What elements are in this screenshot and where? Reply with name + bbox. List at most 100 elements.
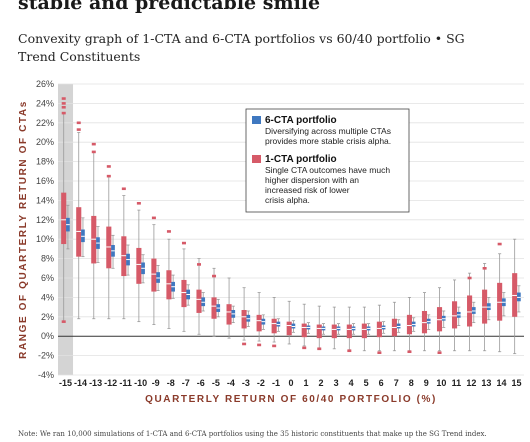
x-tick-label: -1: [272, 378, 280, 388]
box: [256, 314, 262, 332]
outlier-point: [61, 105, 66, 109]
box-6cta: [66, 204, 70, 250]
x-tick-label: -2: [257, 378, 265, 388]
box-6cta: [306, 322, 311, 334]
x-tick-label: -10: [134, 378, 147, 388]
box: [226, 304, 232, 325]
box-6cta: [126, 244, 130, 276]
box-1cta: [256, 292, 262, 342]
box-6cta: [411, 317, 416, 332]
box-1cta: [346, 306, 352, 351]
legend-swatch: [252, 155, 261, 163]
y-tick-label: 26%: [36, 79, 54, 89]
box: [271, 318, 277, 334]
legend-swatch: [252, 116, 261, 124]
legend-box: [245, 108, 410, 213]
outlier-point: [212, 274, 217, 278]
box-6cta: [81, 217, 85, 258]
box-1cta: [391, 301, 397, 352]
x-tick-label: 15: [511, 378, 521, 388]
chart-subtitle: Convexity graph of 1-CTA and 6-CTA portf…: [18, 31, 465, 64]
box-6cta: [201, 292, 206, 312]
box: [286, 321, 292, 336]
outlier-point: [467, 276, 472, 280]
box: [196, 289, 202, 313]
outlier-point: [497, 242, 502, 246]
box: [61, 192, 67, 245]
x-tick-label: 3: [334, 378, 339, 388]
y-tick-label: 8%: [41, 254, 54, 264]
box-1cta: [151, 224, 157, 325]
box-1cta: [121, 195, 127, 320]
y-tick-label: 2%: [41, 312, 54, 322]
outlier-point: [76, 121, 81, 125]
legend-item-name: 6-CTA portfolio: [265, 115, 337, 126]
x-tick-label: 14: [496, 378, 506, 388]
x-tick-label: 4: [349, 378, 354, 388]
box-6cta: [186, 284, 191, 306]
footnote: Note: We ran 10,000 simulations of 1-CTA…: [18, 430, 487, 438]
legend-item-description: increased risk of lower: [265, 185, 350, 195]
outlier-point: [317, 347, 322, 351]
outlier-point: [61, 102, 66, 105]
box-6cta: [156, 264, 160, 292]
x-tick-label: 12: [466, 378, 476, 388]
outlier-point: [166, 230, 171, 233]
box-1cta: [451, 279, 458, 352]
box-1cta: [91, 151, 97, 320]
box-6cta: [111, 234, 115, 269]
y-axis-title: RANGE OF QUARTERLY RETURN OF CTAs: [18, 100, 29, 359]
box: [211, 297, 217, 319]
box-6cta: [486, 296, 491, 321]
legend-item-description: Single CTA outcomes have much: [265, 165, 390, 175]
box-6cta: [276, 318, 281, 332]
box-6cta: [471, 301, 476, 324]
box-1cta: [226, 277, 232, 339]
y-axis-ticks: -4% -2% 0% 2% 4% 6% 8% 10% 12% 14% 16% 18% 20% 22% 24%…: [36, 79, 54, 380]
box: [301, 323, 307, 338]
x-tick-label: 1: [304, 378, 309, 388]
outlier-point: [257, 343, 262, 347]
x-tick-label: -9: [152, 378, 160, 388]
outlier-point: [437, 351, 442, 354]
outlier-point: [272, 344, 277, 348]
box-6cta: [502, 292, 506, 317]
x-tick-label: -8: [167, 378, 175, 388]
outlier-point: [197, 263, 202, 266]
chart-title: stable and predictable smile: [18, 0, 321, 14]
box: [181, 279, 187, 308]
box-1cta: [497, 253, 503, 353]
outlier-point: [181, 241, 186, 245]
y-tick-label: 10%: [36, 234, 54, 244]
box-6cta: [441, 310, 446, 328]
box-1cta: [512, 238, 518, 355]
outlier-point: [91, 150, 96, 154]
box: [361, 323, 367, 339]
box: [406, 314, 413, 335]
box-6cta: [216, 298, 221, 318]
box-1cta: [76, 132, 82, 320]
y-tick-label: 4%: [41, 292, 54, 302]
x-tick-label: 0: [288, 378, 293, 388]
legend-item-name: 1-CTA portfolio: [265, 154, 337, 165]
outlier-point: [377, 351, 382, 354]
x-tick-label: -6: [197, 378, 205, 388]
x-tick-label: 10: [436, 378, 446, 388]
x-tick-label: -15: [59, 378, 72, 388]
legend-item-description: provides more stable crisis alpha.: [265, 136, 391, 146]
legend-item-description: crisis alpha.: [265, 195, 310, 205]
box-1cta: [241, 287, 247, 341]
x-tick-label: 13: [481, 378, 491, 388]
y-tick-label: 20%: [36, 137, 54, 147]
box-1cta: [271, 296, 277, 343]
x-tick-label: -11: [119, 378, 132, 388]
x-tick-label: -14: [74, 378, 87, 388]
x-tick-label: 7: [394, 378, 399, 388]
box-1cta: [166, 238, 172, 329]
outlier-point: [302, 346, 307, 350]
box-1cta: [376, 304, 382, 352]
y-tick-label: 14%: [36, 195, 54, 205]
outlier-point: [106, 174, 111, 178]
box: [136, 247, 142, 284]
